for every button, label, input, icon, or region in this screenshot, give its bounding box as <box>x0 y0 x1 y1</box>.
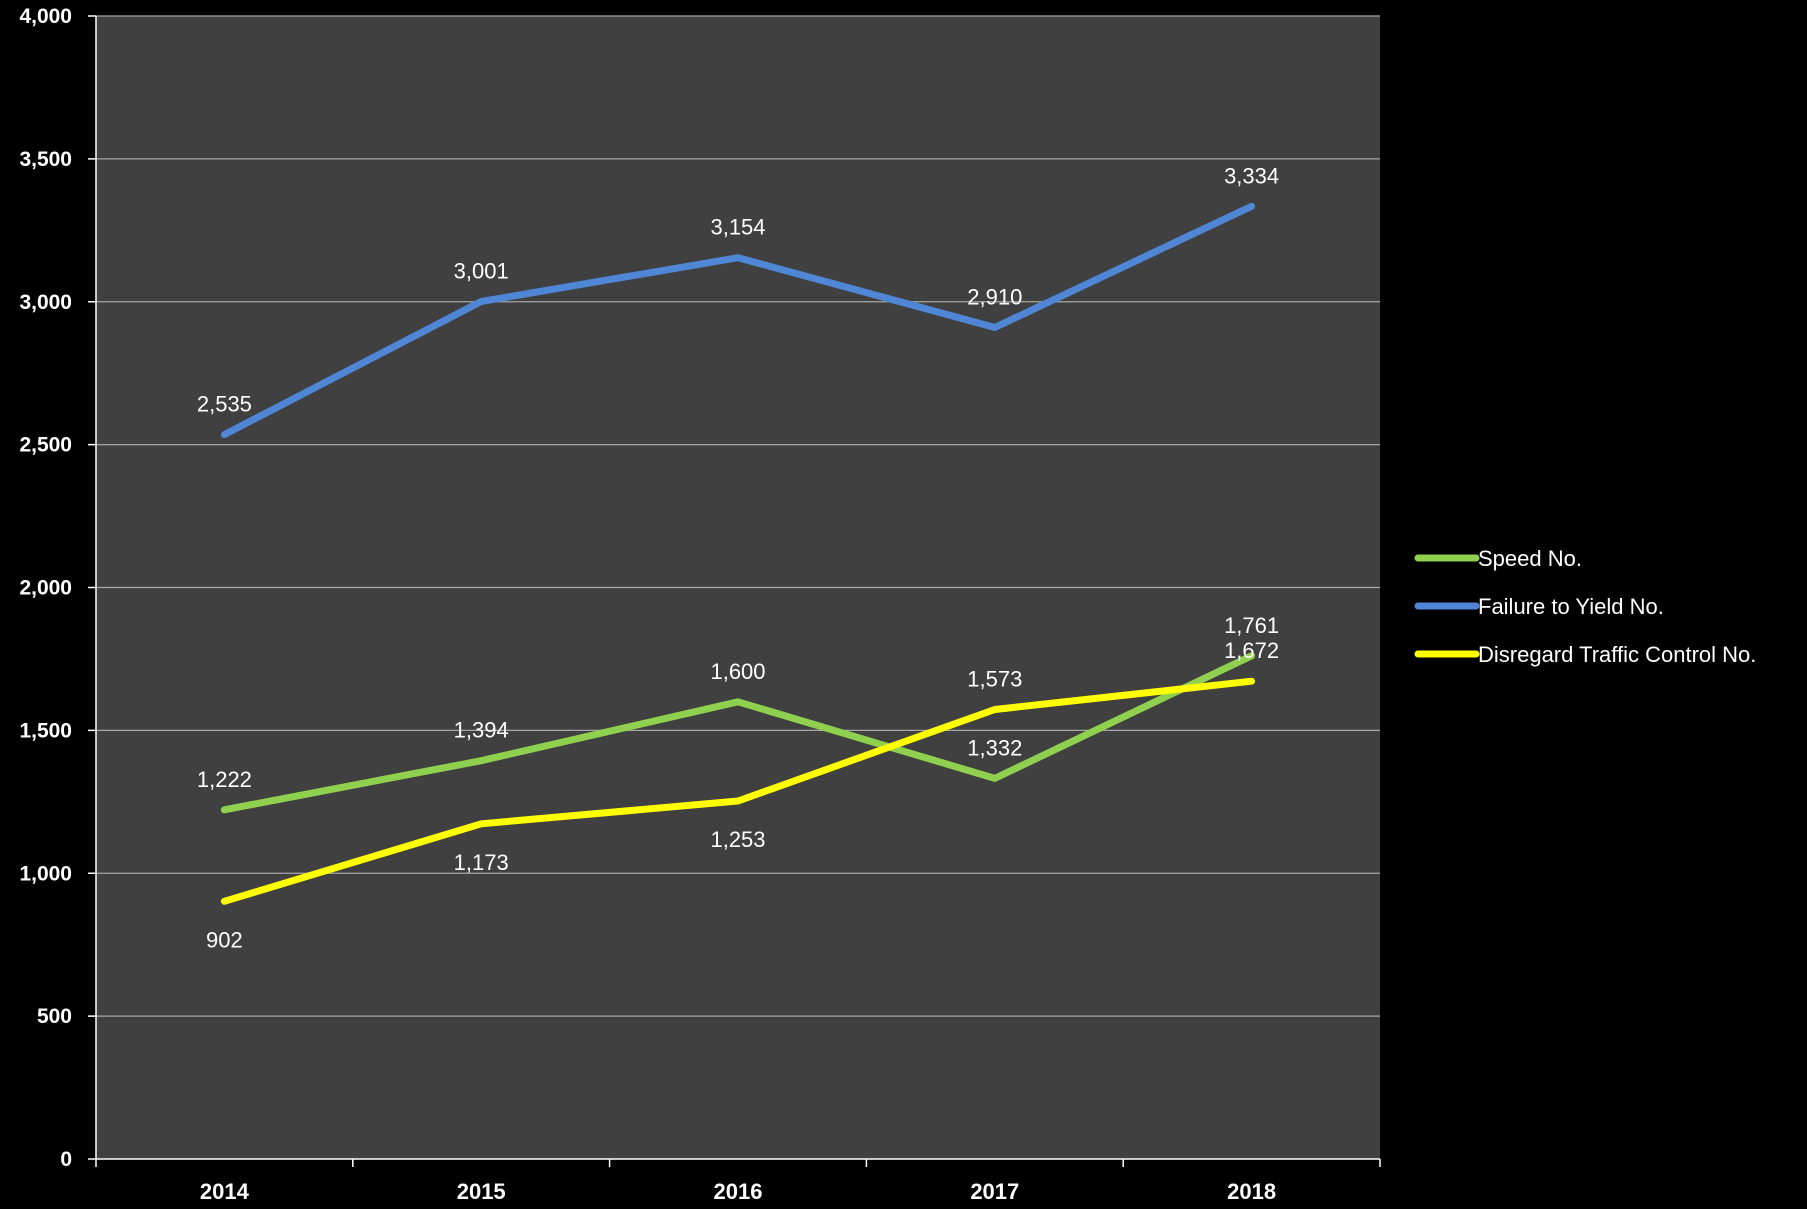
y-tick-label: 2,000 <box>19 577 72 600</box>
data-label-failure-to-yield-no: 3,001 <box>454 258 509 283</box>
x-axis-tick-labels: 2014 2015 2016 2017 2018 <box>200 1179 1276 1204</box>
series-line-speed-no <box>220 652 1256 814</box>
data-label-disregard-traffic-control-no: 1,253 <box>710 827 765 852</box>
legend-label-failure-to-yield-no: Failure to Yield No. <box>1478 594 1664 619</box>
y-tick-label: 2,500 <box>19 434 72 457</box>
legend: Speed No. Failure to Yield No. Disregard T… <box>1414 546 1756 667</box>
data-label-disregard-traffic-control-no: 902 <box>206 927 243 952</box>
data-label-disregard-traffic-control-no: 1,573 <box>967 667 1022 692</box>
data-labels: 1,222 1,394 1,600 1,332 1,761 2,535 3,001 3,154… <box>197 163 1279 952</box>
data-label-disregard-traffic-control-no: 1,173 <box>454 850 509 875</box>
data-label-failure-to-yield-no: 3,154 <box>710 215 765 240</box>
x-tick-label: 2014 <box>200 1179 250 1204</box>
series-line-failure-to-yield-no <box>220 202 1256 439</box>
gridlines <box>96 15 1380 1017</box>
y-tick-label: 500 <box>37 1005 72 1028</box>
x-tick-label: 2015 <box>457 1179 506 1204</box>
y-tick-label: 3,500 <box>19 148 72 171</box>
data-label-speed-no: 1,761 <box>1224 613 1279 638</box>
y-tick-label: 3,000 <box>19 291 72 314</box>
y-tick-label: 1,500 <box>19 719 72 742</box>
y-tick-label: 0 <box>60 1148 72 1171</box>
x-tick-label: 2017 <box>970 1179 1019 1204</box>
data-label-speed-no: 1,394 <box>454 718 509 743</box>
data-label-speed-no: 1,222 <box>197 767 252 792</box>
data-label-failure-to-yield-no: 3,334 <box>1224 163 1279 188</box>
series-lines <box>220 202 1256 905</box>
y-tick-label: 4,000 <box>19 5 72 28</box>
x-tick-label: 2016 <box>714 1179 763 1204</box>
legend-label-disregard-traffic-control-no: Disregard Traffic Control No. <box>1478 642 1756 667</box>
data-label-speed-no: 1,332 <box>967 735 1022 760</box>
data-label-disregard-traffic-control-no: 1,672 <box>1224 638 1279 663</box>
series-line-disregard-traffic-control-no <box>220 677 1256 905</box>
data-label-speed-no: 1,600 <box>710 659 765 684</box>
data-label-failure-to-yield-no: 2,910 <box>967 284 1022 309</box>
axes <box>88 15 1381 1167</box>
y-axis-tick-labels: 0 500 1,000 1,500 2,000 2,500 3,000 3,500 4,000 <box>19 5 72 1171</box>
y-tick-label: 1,000 <box>19 862 72 885</box>
x-tick-label: 2018 <box>1227 1179 1276 1204</box>
data-label-failure-to-yield-no: 2,535 <box>197 392 252 417</box>
legend-label-speed-no: Speed No. <box>1478 546 1582 571</box>
